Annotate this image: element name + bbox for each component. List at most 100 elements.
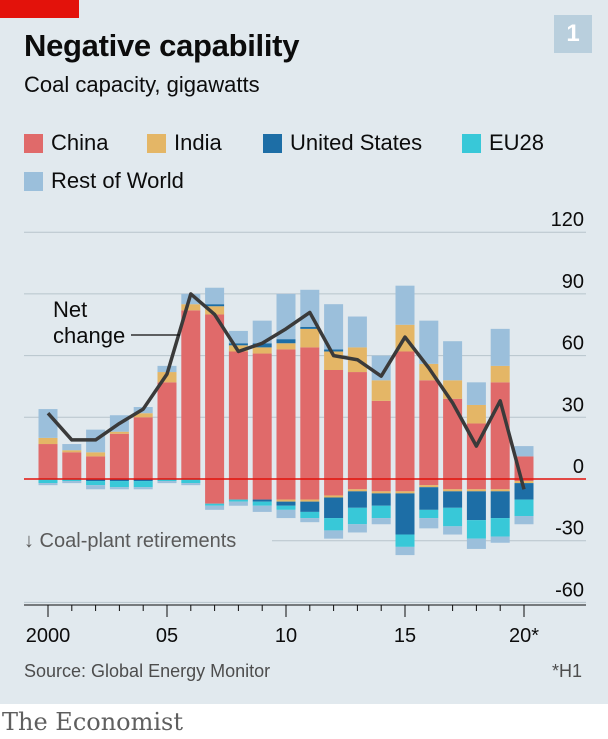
bar-eu28-retirement xyxy=(466,520,486,539)
bar-united-states-retirement xyxy=(324,497,344,519)
bar-india-retirement xyxy=(514,481,534,484)
net-change-polyline xyxy=(46,292,526,490)
source-note: Source: Global Energy Monitor xyxy=(24,661,271,681)
bar-china-retirement xyxy=(300,479,320,500)
bar-china-retirement xyxy=(371,479,391,492)
bar-rest-of-world-retirement xyxy=(466,538,486,549)
bar-india-addition xyxy=(490,365,510,383)
bar-eu28-retirement xyxy=(181,479,201,484)
bar-rest-of-world-retirement xyxy=(324,530,344,539)
bar-china-retirement xyxy=(419,479,439,486)
bar-china-addition xyxy=(252,353,272,479)
bar-eu28-retirement xyxy=(157,479,177,482)
bar-united-states-addition xyxy=(276,339,296,344)
bar-rest-of-world-retirement xyxy=(181,483,201,486)
bar-india-addition xyxy=(109,431,129,434)
bar-india-retirement xyxy=(395,491,415,494)
chart-title: Negative capability xyxy=(24,28,300,63)
x-tick-label: 15 xyxy=(394,625,416,647)
bar-china-addition xyxy=(419,380,439,479)
bar-china-retirement xyxy=(324,479,344,496)
bar-rest-of-world-retirement xyxy=(276,509,296,519)
bar-china-addition xyxy=(157,382,177,479)
legend-rest-of-world-label: Rest of World xyxy=(51,168,184,193)
bar-eu28-retirement xyxy=(109,481,129,488)
bar-united-states-retirement xyxy=(300,501,320,512)
x-axis: 2000 05 10 15 20* xyxy=(24,604,586,647)
y-tick-label: -30 xyxy=(555,518,584,540)
bar-rest-of-world-retirement xyxy=(371,518,391,525)
bar-india-retirement xyxy=(443,489,463,492)
bar-china-addition xyxy=(86,456,106,479)
bar-china-addition xyxy=(133,417,153,479)
bar-rest-of-world-addition xyxy=(443,341,463,381)
bar-united-states-retirement xyxy=(371,493,391,506)
legend-united-states: United States xyxy=(263,130,422,156)
bar-eu28-retirement xyxy=(86,481,106,486)
bar-eu28-retirement xyxy=(38,479,58,484)
chart-number-badge: 1 xyxy=(554,15,592,53)
bar-rest-of-world-addition xyxy=(395,285,415,325)
bar-rest-of-world-addition xyxy=(62,444,82,451)
legend-united-states-label: United States xyxy=(290,130,423,155)
legend-eu28-label: EU28 xyxy=(489,130,545,155)
legend-rest-of-world: Rest of World xyxy=(24,168,184,194)
x-tick-label: 2000 xyxy=(26,625,71,647)
y-tick-label: 120 xyxy=(551,209,584,231)
bar-rest-of-world-addition xyxy=(514,446,534,457)
bar-united-states-retirement xyxy=(514,483,534,500)
bar-china-addition xyxy=(300,347,320,479)
bar-united-states-retirement xyxy=(86,479,106,482)
brand-red-tag xyxy=(0,0,79,18)
legend-india-swatch xyxy=(147,133,166,153)
bar-united-states-retirement xyxy=(443,491,463,508)
bar-china-retirement xyxy=(205,479,225,504)
net-change-label-line1: Net xyxy=(53,297,87,322)
economist-logo: The Economist xyxy=(2,708,184,736)
bar-eu28-retirement xyxy=(62,479,82,482)
bar-eu28-retirement xyxy=(300,511,320,519)
bar-china-addition xyxy=(443,398,463,479)
y-tick-label: -60 xyxy=(555,579,584,601)
bar-india-addition xyxy=(276,343,296,350)
bar-china-addition xyxy=(371,400,391,479)
bar-eu28-retirement xyxy=(252,501,272,506)
bar-eu28-retirement xyxy=(490,518,510,537)
legend-china: China xyxy=(24,130,108,156)
y-tick-label: 30 xyxy=(562,394,584,416)
bar-united-states-retirement xyxy=(419,487,439,510)
bar-india-addition xyxy=(252,347,272,354)
bar-china-addition xyxy=(62,452,82,479)
bar-united-states-retirement xyxy=(490,491,510,519)
bar-india-addition xyxy=(38,437,58,445)
bar-china-retirement xyxy=(347,479,367,490)
bar-rest-of-world-addition xyxy=(419,320,439,364)
bar-eu28-retirement xyxy=(228,499,248,502)
y-tick-label: 90 xyxy=(562,271,584,293)
bar-india-retirement xyxy=(276,499,296,502)
bar-rest-of-world-retirement xyxy=(347,524,367,533)
legend-rest-of-world-swatch xyxy=(24,171,43,191)
x-tick-label: 05 xyxy=(156,625,178,647)
bar-rest-of-world-retirement xyxy=(252,505,272,512)
bar-china-addition xyxy=(395,351,415,479)
bar-india-addition xyxy=(86,452,106,457)
bar-united-states-retirement xyxy=(252,499,272,502)
bar-india-retirement xyxy=(466,489,486,492)
bar-eu28-retirement xyxy=(419,509,439,519)
bar-india-addition xyxy=(466,404,486,424)
bar-rest-of-world-addition xyxy=(205,287,225,305)
bar-india-addition xyxy=(300,328,320,348)
bar-india-retirement xyxy=(419,485,439,488)
legend-china-label: China xyxy=(51,130,109,155)
bar-india-addition xyxy=(62,450,82,453)
bar-china-addition xyxy=(228,351,248,479)
bar-india-retirement xyxy=(347,489,367,492)
bar-rest-of-world-retirement xyxy=(133,487,153,490)
bar-china-retirement xyxy=(490,479,510,490)
bar-eu28-retirement xyxy=(514,499,534,517)
legend-china-swatch xyxy=(24,133,43,153)
bar-china-addition xyxy=(205,314,225,479)
bar-eu28-retirement xyxy=(347,507,367,525)
retirements-annotation: ↓ Coal-plant retirements xyxy=(24,530,236,552)
